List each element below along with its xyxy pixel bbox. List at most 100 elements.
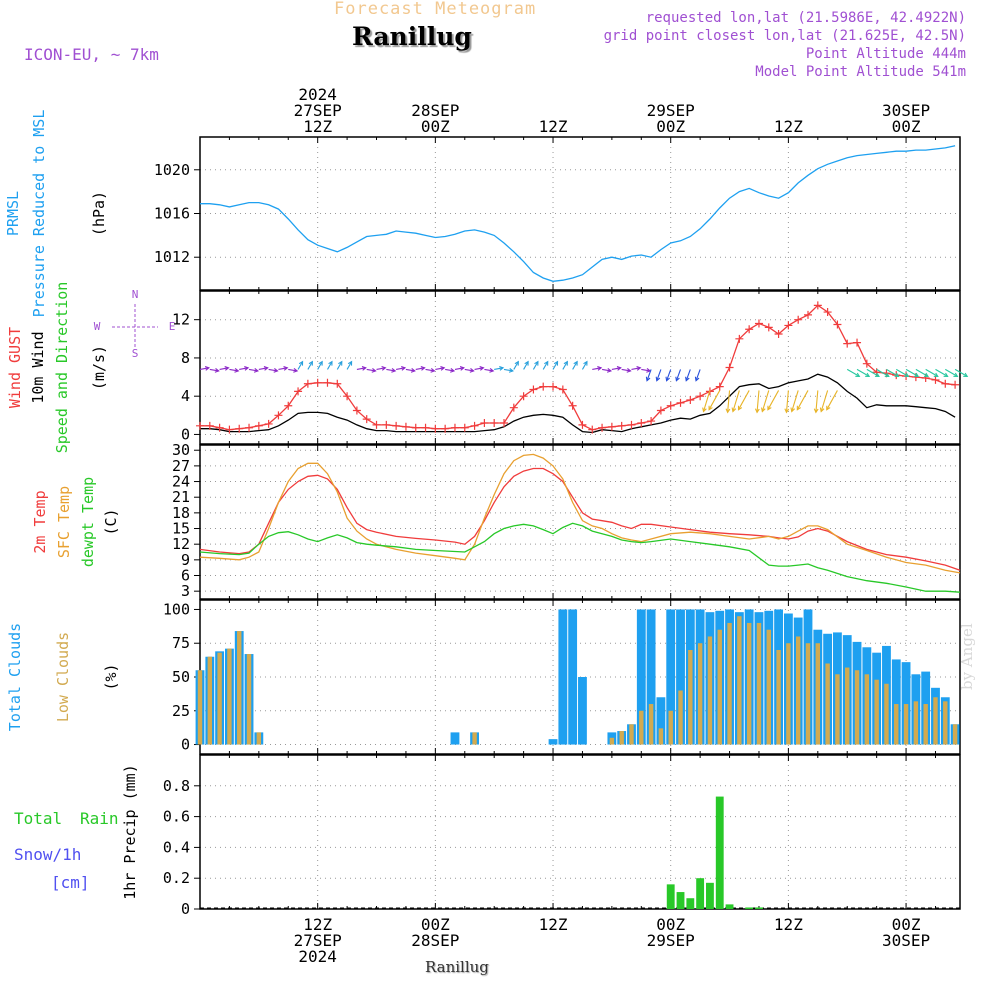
- wind-direction-arrowhead: [616, 366, 622, 371]
- y-tick-label: 1012: [154, 248, 190, 266]
- low-cloud-bar: [648, 704, 654, 745]
- gust-marker: [696, 392, 705, 401]
- gust-marker: [245, 423, 254, 432]
- wind-direction-arrowhead: [685, 376, 690, 382]
- wind-direction-arrowhead: [606, 368, 613, 373]
- gust-marker: [352, 406, 361, 415]
- wind-direction-arrow: [695, 369, 701, 381]
- wind-direction-arrow: [288, 368, 298, 372]
- gust-marker: [509, 403, 518, 412]
- wind-direction-arrow: [656, 369, 662, 381]
- rain-bar: [715, 796, 724, 909]
- gust-marker: [382, 420, 391, 429]
- wind-direction-arrowhead: [410, 368, 416, 373]
- low-cloud-bar: [697, 643, 703, 745]
- low-cloud-bar: [619, 731, 624, 745]
- wind-direction-arrowhead: [234, 368, 240, 373]
- low-cloud-bar: [727, 622, 732, 745]
- wind-direction-arrow: [248, 368, 258, 372]
- gust-marker: [686, 396, 695, 405]
- compass-east: E: [169, 320, 176, 333]
- wind-direction-arrowhead: [298, 360, 304, 366]
- wind-direction-arrow: [435, 367, 445, 370]
- wind-direction-arrowhead: [675, 376, 680, 382]
- time-label-bottom: 2024: [298, 947, 337, 966]
- wind-direction-arrow: [445, 368, 455, 372]
- low-cloud-bar: [874, 679, 879, 745]
- gust-marker: [519, 392, 528, 401]
- wind-direction-arrow: [767, 390, 780, 410]
- wind-frame: [199, 290, 961, 445]
- low-cloud-bar: [903, 704, 909, 745]
- temperature-series-label: SFC Temp: [55, 486, 73, 558]
- wind-direction-arrowhead: [440, 366, 446, 371]
- requested-coordinates: requested lon,lat (21.5986E, 42.4922N): [645, 10, 966, 26]
- wind-direction-arrow: [503, 368, 513, 372]
- wind-direction-arrow: [601, 368, 612, 372]
- gust-marker: [362, 415, 371, 424]
- wind-direction-arrow: [846, 368, 860, 377]
- wind-series-label: Speed and Direction: [53, 282, 71, 454]
- wind-10m-line: [200, 373, 956, 434]
- gust-marker: [794, 315, 803, 324]
- low-cloud-bar: [894, 704, 899, 745]
- y-tick-label: 0.4: [163, 838, 190, 856]
- temperature-frame: [199, 444, 961, 600]
- wind-direction-arrow: [278, 367, 288, 370]
- time-label-bottom: 12Z: [774, 915, 803, 934]
- gust-marker: [500, 418, 508, 427]
- wind-direction-arrowhead: [583, 360, 588, 366]
- time-label-bottom: 27SEP: [294, 931, 342, 950]
- low-cloud-bar: [717, 629, 722, 745]
- y-tick-label: 3: [181, 582, 190, 600]
- precip-label-total: Total: [14, 809, 62, 828]
- precip-label-snow: Snow/1h: [14, 845, 81, 864]
- wind-direction-arrow: [886, 368, 899, 377]
- wind-direction-arrow: [346, 361, 353, 370]
- wind-direction-arrowhead: [953, 372, 959, 377]
- wind-direction-arrow: [727, 390, 731, 413]
- rain-bar: [666, 884, 675, 909]
- wind-direction-arrowhead: [553, 360, 559, 366]
- gust-marker: [647, 417, 656, 426]
- wind-compass: N S W E: [94, 288, 176, 360]
- gust-marker: [480, 418, 489, 427]
- wind-direction-arrowhead: [963, 372, 969, 377]
- pressure-series-label: PRMSL: [4, 191, 22, 236]
- wind-direction-arrow: [317, 361, 323, 370]
- wind-direction-arrow: [366, 368, 376, 372]
- wind-direction-arrowhead: [597, 366, 603, 371]
- wind-direction-arrow: [785, 390, 789, 413]
- low-cloud-bar: [639, 710, 644, 745]
- wind-direction-arrowhead: [263, 366, 269, 371]
- low-cloud-bar: [766, 629, 771, 745]
- wind-direction-arrow: [905, 368, 919, 377]
- wind-direction-arrow: [815, 390, 819, 413]
- wind-direction-arrowhead: [347, 360, 353, 366]
- wind-direction-arrow: [732, 390, 740, 412]
- wind-direction-arrow: [532, 361, 539, 370]
- meteogram-subtitle: Forecast Meteogram: [334, 0, 537, 19]
- wind-direction-arrowhead: [308, 360, 313, 366]
- wind-direction-arrowhead: [381, 366, 387, 371]
- clouds-series-label: Low Clouds: [54, 632, 72, 722]
- gust-marker: [205, 421, 214, 430]
- wind-direction-arrowhead: [894, 372, 900, 377]
- low-cloud-bar: [678, 690, 683, 745]
- wind-direction-arrow: [415, 367, 425, 370]
- time-label-top: 12Z: [774, 117, 803, 136]
- wind-direction-arrowhead: [645, 376, 651, 382]
- wind-direction-arrow: [494, 367, 504, 370]
- wind-direction-arrowhead: [725, 408, 731, 414]
- temp-sfc-line: [199, 453, 961, 574]
- wind-direction-arrowhead: [499, 366, 505, 371]
- gust-line: [200, 304, 956, 431]
- wind-direction-arrowhead: [524, 360, 529, 366]
- wind-direction-arrow: [356, 367, 366, 370]
- wind-direction-arrow: [646, 369, 652, 381]
- gust-marker: [323, 378, 332, 387]
- y-tick-label: 21: [172, 488, 190, 506]
- wind-direction-arrow: [199, 367, 209, 370]
- compass-west: W: [94, 320, 101, 333]
- footer-location: Ranillug: [425, 958, 489, 976]
